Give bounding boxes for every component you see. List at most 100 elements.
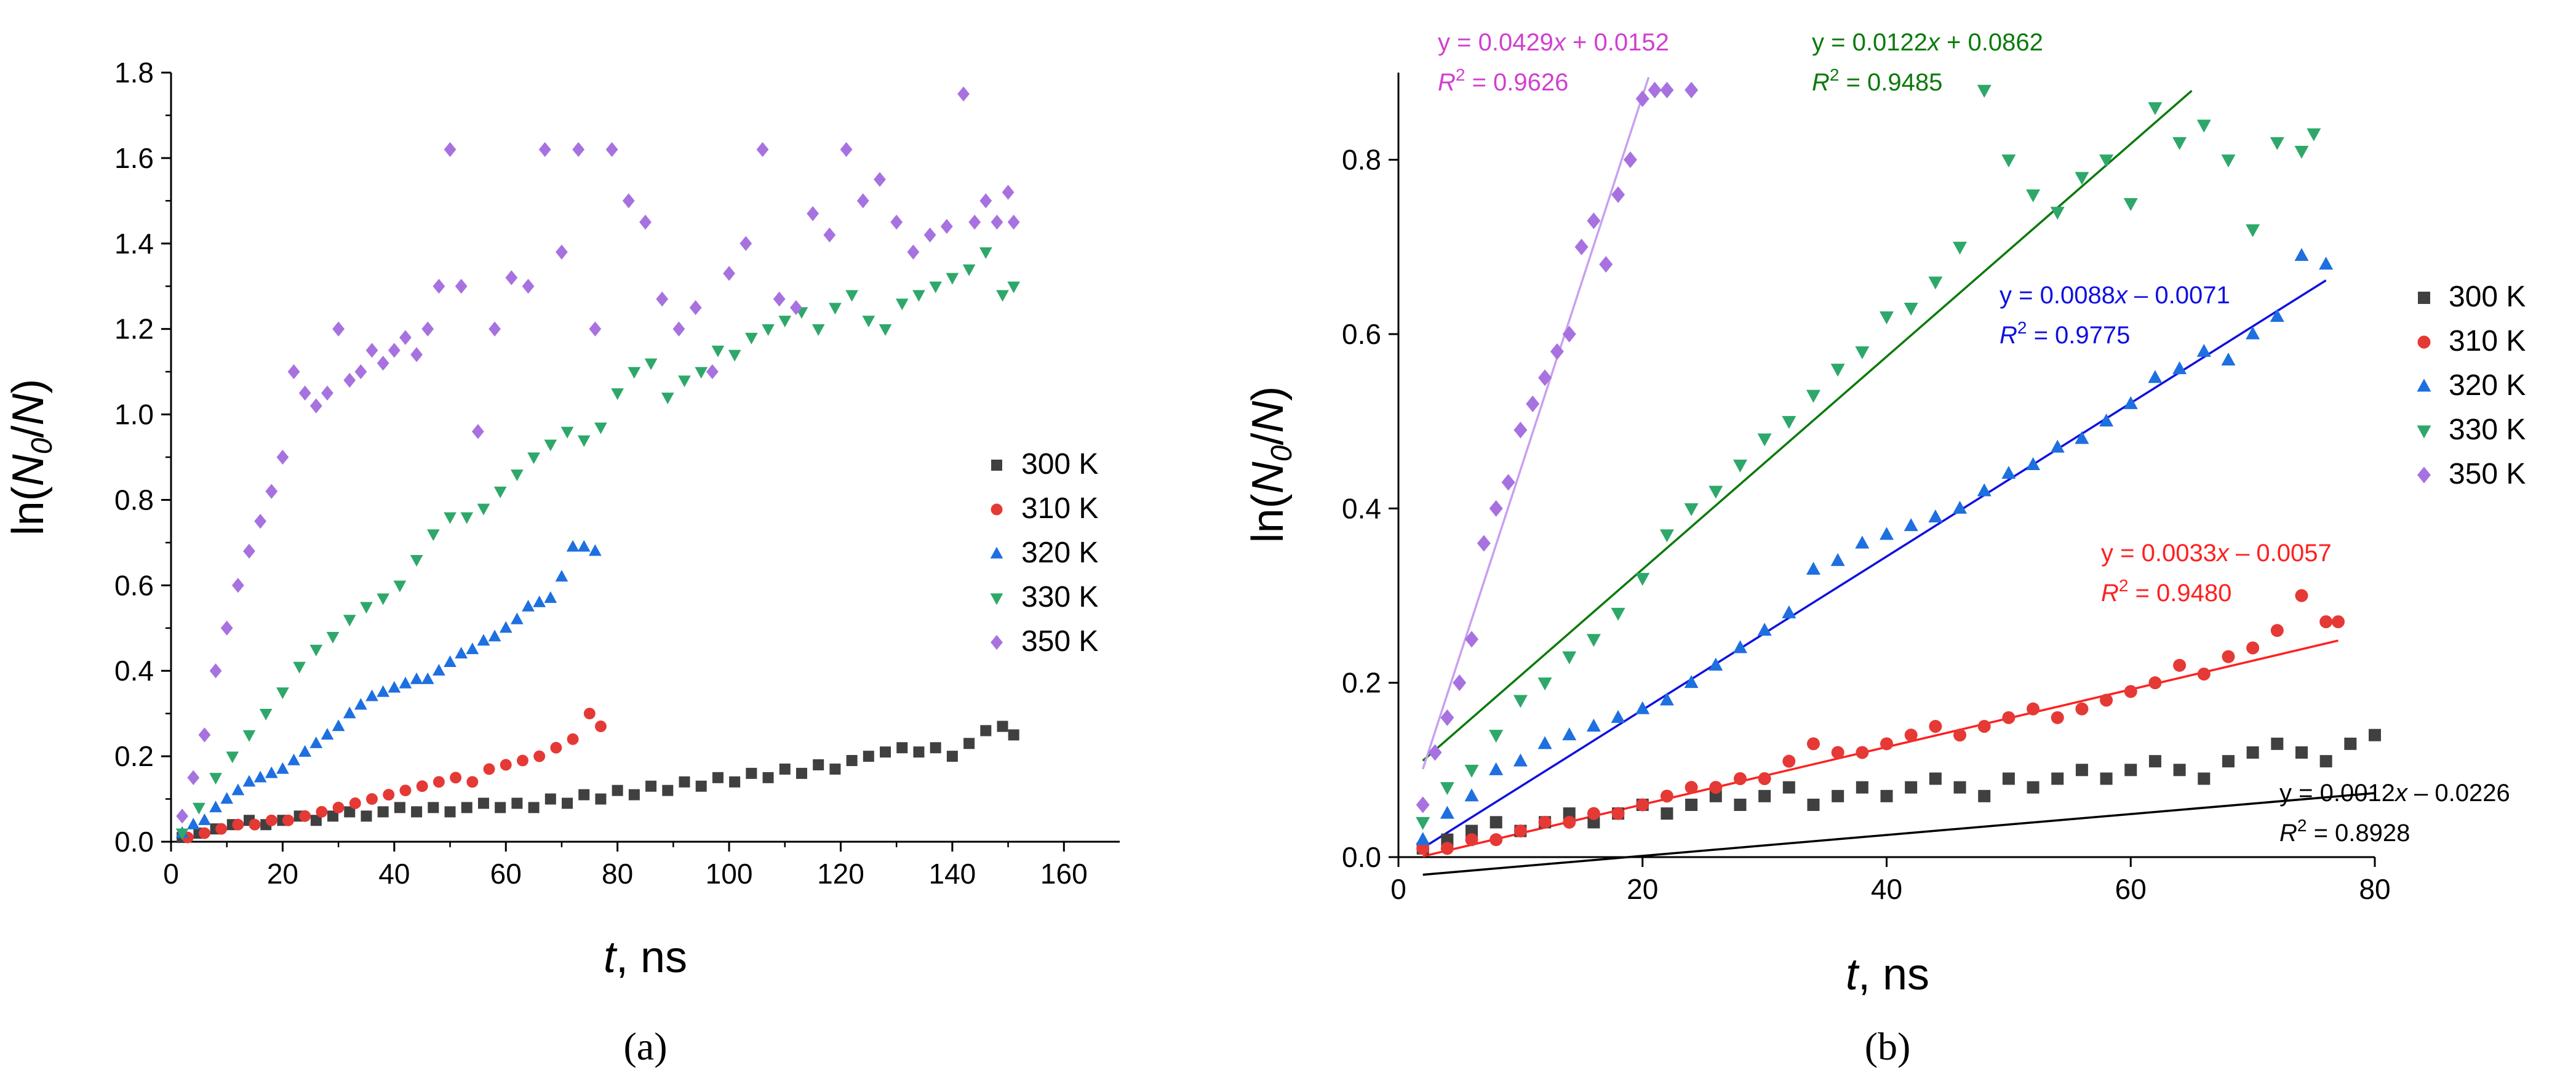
- data-point: [505, 270, 518, 285]
- series-320k: [175, 540, 602, 838]
- data-point: [1830, 364, 1845, 377]
- data-point: [332, 321, 345, 337]
- legend-marker: [2418, 292, 2430, 304]
- data-point: [796, 767, 807, 779]
- fit-equation-350k: y = 0.0429x + 0.0152: [1438, 29, 1669, 56]
- data-point: [1782, 754, 1796, 768]
- fit-line-320k: [1422, 279, 2327, 849]
- data-point: [1453, 674, 1467, 692]
- data-point: [1611, 607, 1625, 621]
- data-point: [242, 730, 256, 742]
- data-point: [594, 721, 607, 732]
- data-point: [215, 823, 228, 835]
- data-point: [1513, 421, 1528, 439]
- data-point: [890, 214, 903, 230]
- data-point: [1978, 789, 1991, 802]
- data-point: [316, 805, 328, 818]
- data-point: [528, 802, 540, 813]
- data-point: [2172, 137, 2187, 150]
- y-tick-label: 1.0: [114, 399, 154, 431]
- data-point: [1513, 824, 1527, 837]
- data-point: [466, 776, 479, 788]
- data-point: [321, 728, 334, 740]
- x-tick-label: 0: [163, 858, 179, 890]
- data-point: [533, 595, 546, 607]
- data-point: [2331, 615, 2345, 628]
- data-point: [410, 347, 423, 362]
- data-point: [1477, 535, 1491, 552]
- data-point: [756, 142, 769, 158]
- data-point: [410, 672, 423, 684]
- data-point: [1660, 81, 1674, 98]
- data-point: [1929, 772, 1942, 785]
- data-point: [477, 634, 490, 646]
- data-point: [2172, 361, 2187, 375]
- data-point: [1977, 720, 1991, 733]
- data-point: [1659, 692, 1674, 706]
- data-point: [1648, 81, 1662, 98]
- data-point: [1563, 815, 1576, 829]
- series-300k: [177, 721, 1019, 844]
- fit-equation-330k: y = 0.0122x + 0.0862: [1812, 29, 2043, 56]
- data-point: [393, 580, 407, 593]
- data-point: [1782, 416, 1796, 429]
- data-point: [2075, 172, 2089, 185]
- data-point: [706, 364, 719, 380]
- data-point: [1007, 281, 1021, 293]
- data-point: [1855, 535, 1870, 549]
- x-tick-label: 100: [706, 858, 753, 890]
- data-point: [1611, 709, 1625, 723]
- data-point: [656, 291, 669, 307]
- data-point: [2246, 326, 2260, 340]
- data-point: [1550, 343, 1564, 360]
- data-point: [1623, 151, 1637, 169]
- data-point: [1953, 241, 1968, 255]
- data-point: [488, 629, 501, 642]
- data-point: [433, 663, 445, 676]
- data-point: [556, 244, 568, 260]
- data-point: [461, 802, 473, 813]
- data-point: [343, 615, 356, 627]
- legend-marker: [990, 593, 1003, 605]
- data-point: [773, 291, 786, 307]
- data-point: [1513, 753, 1528, 767]
- legend-label: 310 K: [2449, 325, 2526, 357]
- data-point: [388, 343, 401, 358]
- data-point: [940, 218, 953, 234]
- data-point: [1733, 772, 1747, 785]
- data-point: [242, 775, 256, 787]
- data-point: [1880, 527, 1894, 540]
- data-point: [1562, 727, 1577, 741]
- data-point: [265, 814, 277, 826]
- x-axis-label: t, ns: [604, 933, 687, 982]
- data-point: [1733, 460, 1747, 473]
- data-point: [1709, 485, 1723, 499]
- panel-label: (b): [1865, 1024, 1911, 1068]
- data-point: [2294, 146, 2309, 159]
- x-tick-label: 140: [929, 858, 976, 890]
- data-point: [1806, 389, 1820, 403]
- data-point: [661, 393, 674, 405]
- legend-label: 350 K: [2449, 458, 2526, 490]
- data-point: [231, 783, 245, 796]
- data-point: [2197, 668, 2211, 681]
- data-point: [344, 806, 356, 818]
- data-point: [1856, 746, 1869, 759]
- data-point: [2369, 729, 2381, 741]
- data-point: [1440, 805, 1454, 819]
- series-330k: [1416, 84, 2321, 830]
- data-point: [527, 452, 540, 465]
- data-point: [1464, 764, 1479, 778]
- data-point: [2246, 224, 2260, 238]
- data-point: [1416, 816, 1430, 830]
- data-point: [1661, 807, 1673, 820]
- data-point: [2173, 764, 2186, 777]
- data-point: [1465, 833, 1478, 847]
- data-point: [276, 762, 289, 774]
- data-point: [589, 321, 602, 337]
- data-point: [220, 620, 233, 636]
- data-point: [639, 214, 652, 230]
- data-point: [293, 661, 306, 674]
- data-point: [2001, 466, 2016, 479]
- x-tick-label: 60: [490, 858, 522, 890]
